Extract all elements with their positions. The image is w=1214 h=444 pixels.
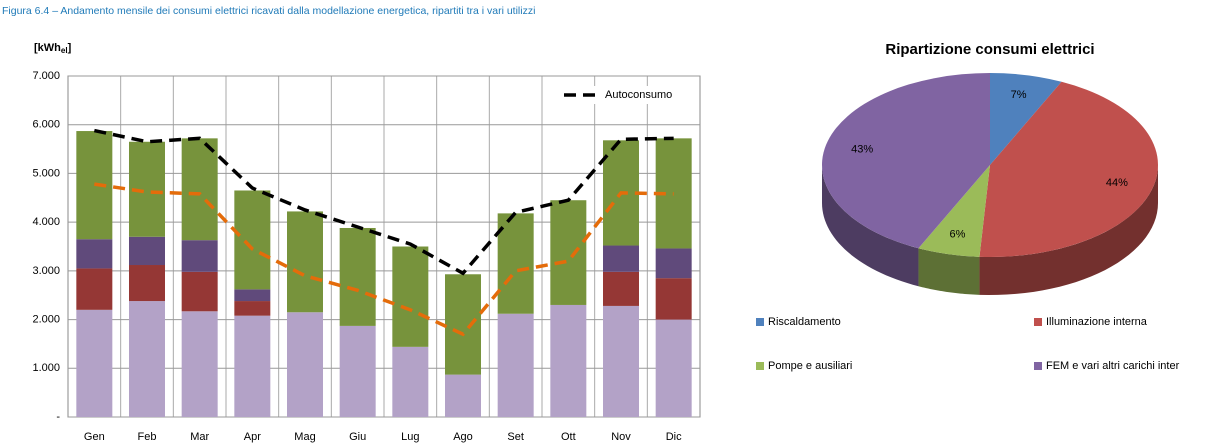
y-tick-label: 6.000: [32, 119, 60, 131]
pie-slice: [990, 73, 1062, 165]
x-tick-label: Gen: [84, 431, 105, 443]
pie-slice: [979, 81, 1158, 257]
legend-swatch: [756, 362, 764, 370]
y-tick-label: 7.000: [32, 70, 60, 82]
y-tick-label: 4.000: [32, 216, 60, 228]
bar-segment: [234, 190, 271, 290]
bar-segment: [392, 346, 429, 417]
legend-label: Pompe e ausiliari: [768, 360, 852, 372]
bar-segment: [497, 213, 534, 314]
pie-side: [918, 248, 980, 295]
bar-segment: [76, 239, 113, 269]
y-label-end: ]: [68, 42, 72, 54]
bar-segment: [497, 313, 534, 417]
caption: Figura 6.4 – Andamento mensile dei consu…: [2, 5, 535, 17]
bar-segment: [76, 268, 113, 310]
pie-label: 43%: [851, 143, 873, 155]
bar-segment: [550, 304, 587, 417]
legend-swatch: [1034, 362, 1042, 370]
y-label-sub: el: [61, 46, 68, 55]
y-tick-label: -: [56, 411, 60, 423]
x-tick-label: Mar: [190, 431, 209, 443]
bar-segment: [234, 301, 271, 316]
bar-segment: [234, 315, 271, 417]
x-tick-label: Ago: [453, 431, 473, 443]
legend-label: FEM e vari altri carichi inter: [1046, 360, 1180, 372]
x-tick-label: Set: [507, 431, 524, 443]
bar-segment: [129, 236, 165, 266]
pie-label: 6%: [949, 228, 965, 240]
bar-segment: [129, 265, 165, 302]
y-label-base: [kWh: [34, 42, 61, 54]
bar-segment: [287, 312, 323, 417]
bar-segment: [655, 278, 692, 320]
pie-label: 7%: [1011, 89, 1027, 101]
bar-segment: [181, 240, 218, 272]
y-tick-label: 5.000: [32, 167, 60, 179]
x-tick-label: Apr: [244, 431, 261, 443]
bar-segment: [603, 245, 639, 272]
bar-segment: [445, 274, 481, 375]
bar-segment: [76, 309, 113, 417]
bar-segment: [181, 138, 218, 241]
legend-box: [558, 86, 694, 104]
bar-segment: [234, 289, 271, 302]
pie-side: [979, 165, 1158, 295]
y-tick-label: 1.000: [32, 362, 60, 374]
bar-segment: [603, 305, 639, 417]
pie-slice: [918, 165, 990, 257]
line-series: [93, 128, 674, 276]
x-tick-label: Nov: [611, 431, 631, 443]
legend-label: Autoconsumo: [605, 89, 672, 101]
bar-segment: [655, 248, 692, 279]
pie-slice: [822, 73, 990, 249]
bar-segment: [339, 227, 376, 326]
x-tick-label: Dic: [666, 431, 682, 443]
pie-label: 44%: [1106, 177, 1128, 189]
legend-label: Riscaldamento: [768, 316, 841, 328]
y-axis-label: [kWhel]: [34, 42, 72, 55]
legend-swatch: [1034, 318, 1042, 326]
bar-segment: [181, 311, 218, 417]
x-tick-label: Giu: [349, 431, 366, 443]
x-tick-label: Feb: [138, 431, 157, 443]
bar-segment: [339, 325, 376, 417]
x-tick-label: Ott: [561, 431, 576, 443]
pie-title: Ripartizione consumi elettrici: [885, 41, 1094, 58]
y-tick-label: 2.000: [32, 313, 60, 325]
legend-label: Illuminazione interna: [1046, 316, 1148, 328]
line-series: [94, 182, 674, 337]
bar-segment: [655, 319, 692, 417]
legend-swatch: [756, 318, 764, 326]
bar-segment: [550, 200, 587, 305]
bar-segment: [445, 374, 481, 417]
y-tick-label: 3.000: [32, 265, 60, 277]
bar-segment: [181, 271, 218, 312]
x-tick-label: Mag: [294, 431, 315, 443]
bar-segment: [287, 211, 323, 313]
x-tick-label: Lug: [401, 431, 419, 443]
bar-segment: [392, 246, 429, 347]
bar-segment: [129, 301, 165, 417]
pie-side: [822, 165, 919, 287]
bar-segment: [603, 271, 639, 306]
